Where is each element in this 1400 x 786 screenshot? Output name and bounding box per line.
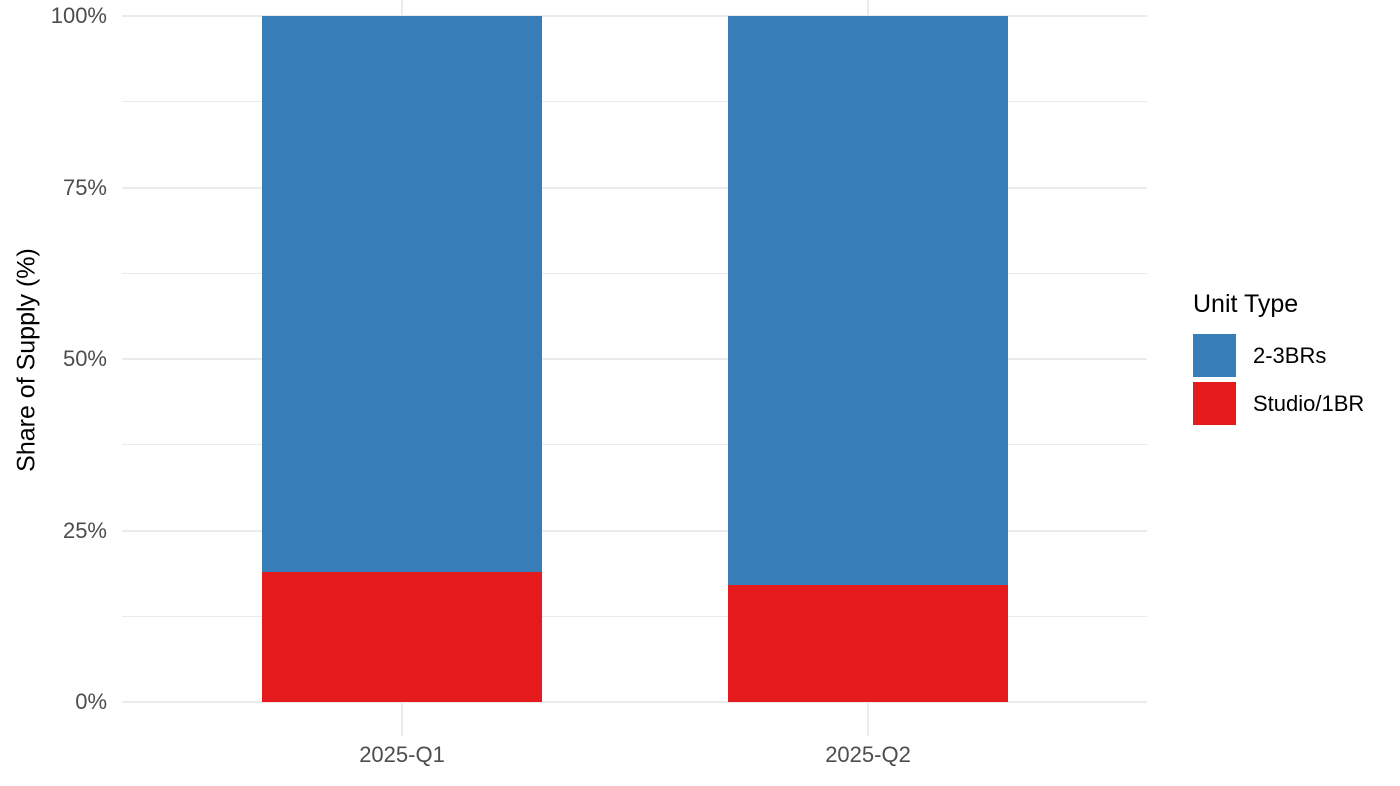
legend-items: 2-3BRs Studio/1BR: [1193, 334, 1364, 425]
gridline-minor: [122, 615, 1147, 617]
bar-segment: [262, 16, 542, 572]
y-tick-label: 75%: [62, 174, 107, 200]
legend-item: 2-3BRs: [1193, 334, 1364, 377]
y-tick-label: 25%: [62, 517, 107, 543]
y-tick-label: 50%: [62, 346, 107, 371]
gridline-minor: [122, 101, 1147, 103]
gridline-minor: [122, 444, 1147, 446]
bar-segment: [262, 571, 542, 702]
gridline-major: [122, 15, 1147, 17]
gridline-minor: [122, 272, 1147, 274]
y-tick-label: 0%: [75, 689, 107, 714]
legend-item-label: Studio/1BR: [1253, 390, 1365, 416]
legend-item-label: 2-3BRs: [1253, 342, 1327, 368]
bar-segment: [728, 585, 1008, 702]
legend-item: Studio/1BR: [1193, 382, 1364, 425]
legend-title: Unit Type: [1193, 290, 1299, 318]
plot-panel: [122, 0, 1147, 736]
gridline-major: [122, 701, 1147, 703]
legend-swatch: [1193, 382, 1236, 425]
x-tick-label: 2025-Q2: [825, 742, 911, 767]
gridline-major: [122, 529, 1147, 532]
x-tick-label: 2025-Q1: [359, 742, 445, 767]
bar-segment: [728, 16, 1008, 586]
gridline-major: [122, 186, 1147, 189]
gridline-major: [122, 358, 1147, 360]
legend-swatch: [1193, 334, 1236, 377]
y-tick-label: 100%: [50, 3, 107, 28]
legend: Unit Type 2-3BRs Studio/1BR: [1193, 290, 1364, 430]
